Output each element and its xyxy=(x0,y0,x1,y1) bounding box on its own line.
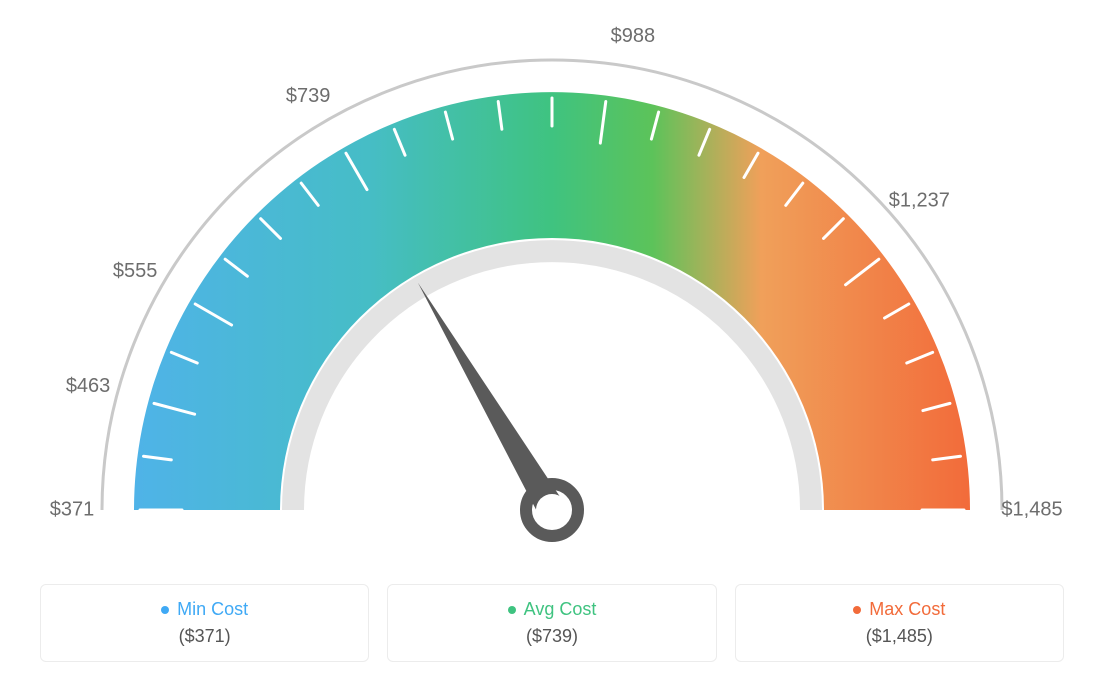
legend-card-avg: Avg Cost ($739) xyxy=(387,584,716,662)
legend-card-max: Max Cost ($1,485) xyxy=(735,584,1064,662)
svg-text:$988: $988 xyxy=(611,25,656,47)
legend-title-row: Avg Cost xyxy=(508,599,597,620)
legend-value-avg: ($739) xyxy=(526,626,578,647)
gauge-svg: $371 $463 $555 $739 $988 $1,237 $1,485 xyxy=(0,0,1104,570)
legend-title-row: Max Cost xyxy=(853,599,945,620)
legend-dot-min xyxy=(161,606,169,614)
legend-title-row: Min Cost xyxy=(161,599,248,620)
svg-text:$1,485: $1,485 xyxy=(1001,498,1062,520)
legend-label-max: Max Cost xyxy=(869,599,945,620)
svg-text:$1,237: $1,237 xyxy=(889,189,950,211)
legend-value-max: ($1,485) xyxy=(866,626,933,647)
legend-label-avg: Avg Cost xyxy=(524,599,597,620)
svg-text:$555: $555 xyxy=(113,260,158,282)
svg-text:$371: $371 xyxy=(50,498,95,520)
legend-row: Min Cost ($371) Avg Cost ($739) Max Cost… xyxy=(40,584,1064,662)
legend-dot-avg xyxy=(508,606,516,614)
legend-value-min: ($371) xyxy=(179,626,231,647)
svg-text:$739: $739 xyxy=(286,85,331,107)
legend-card-min: Min Cost ($371) xyxy=(40,584,369,662)
cost-gauge-widget: $371 $463 $555 $739 $988 $1,237 $1,485 Min Cos… xyxy=(0,0,1104,690)
legend-label-min: Min Cost xyxy=(177,599,248,620)
gauge-chart: $371 $463 $555 $739 $988 $1,237 $1,485 xyxy=(0,0,1104,570)
legend-dot-max xyxy=(853,606,861,614)
svg-text:$463: $463 xyxy=(66,375,111,397)
